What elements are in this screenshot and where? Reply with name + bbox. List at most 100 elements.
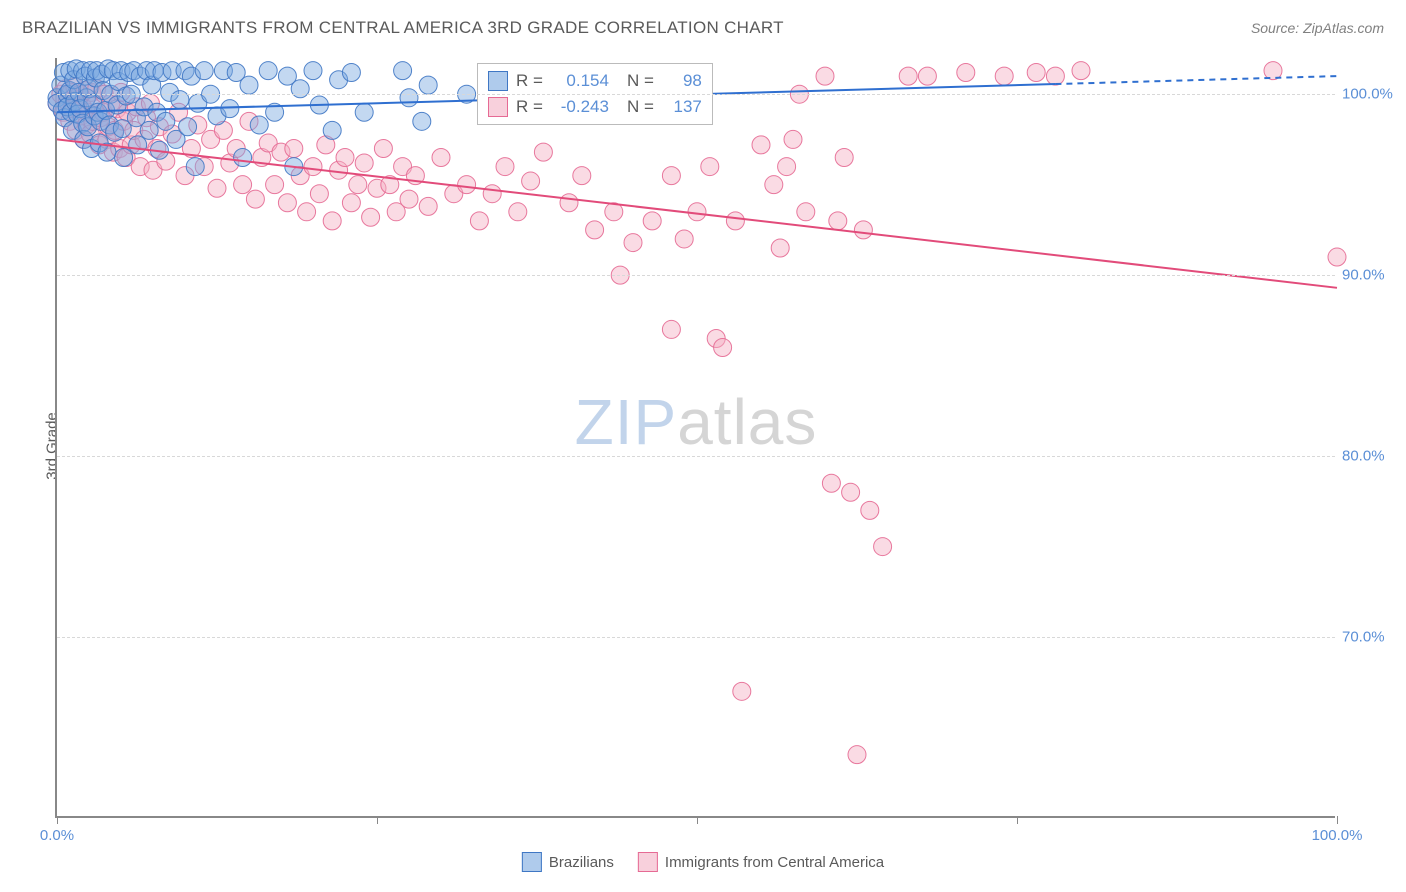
- data-point: [624, 234, 642, 252]
- data-point: [675, 230, 693, 248]
- data-point: [995, 67, 1013, 85]
- data-point: [259, 62, 277, 80]
- data-point: [240, 76, 258, 94]
- y-tick-label: 90.0%: [1342, 267, 1397, 284]
- data-point: [874, 538, 892, 556]
- series-legend: Brazilians Immigrants from Central Americ…: [522, 852, 884, 872]
- data-point: [957, 63, 975, 81]
- data-point: [342, 194, 360, 212]
- data-point: [797, 203, 815, 221]
- data-point: [419, 76, 437, 94]
- data-point: [643, 212, 661, 230]
- data-point: [419, 197, 437, 215]
- data-point: [701, 158, 719, 176]
- data-point: [129, 136, 147, 154]
- data-point: [234, 176, 252, 194]
- x-tick: [1017, 816, 1018, 824]
- data-point: [355, 154, 373, 172]
- data-point: [861, 501, 879, 519]
- data-point: [355, 103, 373, 121]
- data-point: [765, 176, 783, 194]
- data-point: [1072, 62, 1090, 80]
- legend-item: Immigrants from Central America: [638, 852, 884, 872]
- data-point: [266, 176, 284, 194]
- data-point: [221, 100, 239, 118]
- data-point: [586, 221, 604, 239]
- data-point: [250, 116, 268, 134]
- data-point: [534, 143, 552, 161]
- r-value: 0.154: [551, 71, 609, 91]
- data-point: [522, 172, 540, 190]
- data-point: [854, 221, 872, 239]
- n-label: N =: [627, 97, 654, 117]
- data-point: [509, 203, 527, 221]
- data-point: [784, 130, 802, 148]
- data-point: [336, 149, 354, 167]
- y-tick-label: 80.0%: [1342, 448, 1397, 465]
- data-point: [304, 158, 322, 176]
- data-point: [835, 149, 853, 167]
- gridline: [57, 637, 1335, 638]
- legend-label: Immigrants from Central America: [665, 854, 884, 871]
- x-tick: [57, 816, 58, 824]
- data-point: [752, 136, 770, 154]
- data-point: [822, 474, 840, 492]
- legend-label: Brazilians: [549, 854, 614, 871]
- data-point: [323, 121, 341, 139]
- data-point: [573, 167, 591, 185]
- data-point: [208, 179, 226, 197]
- data-point: [688, 203, 706, 221]
- scatter-chart-svg: [57, 58, 1335, 816]
- data-point: [186, 158, 204, 176]
- legend-swatch: [638, 852, 658, 872]
- data-point: [483, 185, 501, 203]
- data-point: [778, 158, 796, 176]
- data-point: [662, 167, 680, 185]
- data-point: [560, 194, 578, 212]
- gridline: [57, 94, 1335, 95]
- x-tick: [1337, 816, 1338, 824]
- y-tick-label: 100.0%: [1342, 86, 1397, 103]
- x-tick-label: 100.0%: [1312, 827, 1363, 844]
- data-point: [179, 118, 197, 136]
- data-point: [848, 746, 866, 764]
- data-point: [310, 185, 328, 203]
- data-point: [349, 176, 367, 194]
- data-point: [771, 239, 789, 257]
- data-point: [234, 149, 252, 167]
- correlation-row: R =0.154N =98: [488, 68, 702, 94]
- trendline: [57, 139, 1337, 287]
- data-point: [157, 112, 175, 130]
- data-point: [400, 190, 418, 208]
- legend-swatch: [522, 852, 542, 872]
- data-point: [342, 63, 360, 81]
- data-point: [304, 62, 322, 80]
- gridline: [57, 456, 1335, 457]
- data-point: [816, 67, 834, 85]
- data-point: [470, 212, 488, 230]
- x-tick: [377, 816, 378, 824]
- data-point: [246, 190, 264, 208]
- data-point: [496, 158, 514, 176]
- data-point: [278, 194, 296, 212]
- data-point: [115, 149, 133, 167]
- n-value: 98: [662, 71, 702, 91]
- data-point: [362, 208, 380, 226]
- data-point: [140, 121, 158, 139]
- data-point: [458, 176, 476, 194]
- data-point: [285, 139, 303, 157]
- trendline-dashed: [1055, 76, 1337, 84]
- data-point: [432, 149, 450, 167]
- data-point: [394, 62, 412, 80]
- r-label: R =: [516, 97, 543, 117]
- chart-title: BRAZILIAN VS IMMIGRANTS FROM CENTRAL AME…: [22, 18, 784, 38]
- data-point: [733, 682, 751, 700]
- data-point: [1027, 63, 1045, 81]
- correlation-row: R =-0.243N =137: [488, 94, 702, 120]
- chart-plot-area: ZIPatlas R =0.154N =98R =-0.243N =137 70…: [55, 58, 1335, 818]
- data-point: [400, 89, 418, 107]
- data-point: [842, 483, 860, 501]
- data-point: [374, 139, 392, 157]
- gridline: [57, 275, 1335, 276]
- source-attribution: Source: ZipAtlas.com: [1251, 20, 1384, 36]
